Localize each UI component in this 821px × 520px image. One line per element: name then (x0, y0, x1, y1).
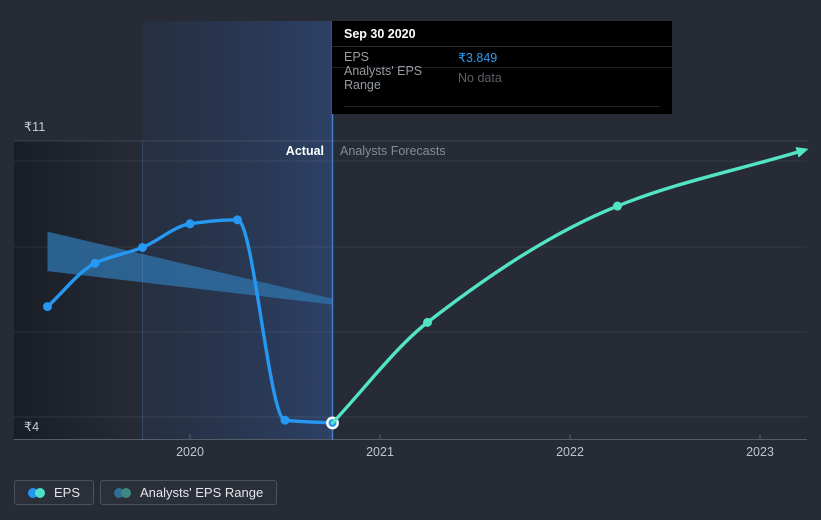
forecast-line (330, 150, 800, 425)
tooltip-date-title: Sep 30 2020 (332, 21, 672, 47)
data-point[interactable] (233, 215, 242, 225)
past-region-shade (14, 141, 143, 440)
data-point[interactable] (280, 415, 290, 425)
tooltip-range-label: Analysts' EPS Range (344, 64, 423, 92)
data-point[interactable] (423, 317, 432, 327)
forecast-arrow-head (795, 147, 809, 158)
tooltip-footer-divider (344, 106, 660, 107)
legend-eps-range-label: Analysts' EPS Range (140, 485, 264, 500)
data-point[interactable] (90, 258, 100, 268)
y-axis-min-label: ₹4 (24, 420, 40, 434)
x-tick-label-2021: 2021 (366, 445, 394, 459)
legend-eps-button[interactable]: EPS (14, 480, 95, 505)
tooltip-eps-row: EPS ₹3.849 (332, 47, 672, 67)
tooltip-eps-value: ₹3.849 (458, 50, 498, 65)
analysts-eps-range-band (47, 231, 333, 305)
actual-phase-label: Actual (285, 144, 324, 158)
tooltip-eps-label: EPS (344, 50, 370, 64)
eps-range-legend-icon (114, 487, 132, 498)
data-point[interactable] (138, 242, 147, 252)
tooltip-range-value: No data (458, 71, 502, 85)
x-tick-label-2022: 2022 (556, 445, 584, 459)
forecasts-phase-label: Analysts Forecasts (340, 144, 446, 158)
data-point[interactable] (43, 302, 52, 312)
legend-eps-range-button[interactable]: Analysts' EPS Range (100, 480, 278, 505)
legend-eps-label: EPS (54, 485, 81, 500)
data-point[interactable] (185, 219, 195, 229)
chart-tooltip: Sep 30 2020 EPS ₹3.849 Analysts' EPS Ran… (332, 21, 672, 114)
eps-legend-icon (28, 487, 45, 498)
chart-legend: EPS Analysts' EPS Range (14, 480, 278, 505)
tooltip-range-row: Analysts' EPS Range No data (332, 64, 672, 92)
data-point[interactable] (613, 201, 622, 211)
x-tick-label-2023: 2023 (746, 445, 774, 459)
y-axis-max-label: ₹11 (24, 120, 46, 134)
x-tick-label-2020: 2020 (176, 445, 204, 459)
